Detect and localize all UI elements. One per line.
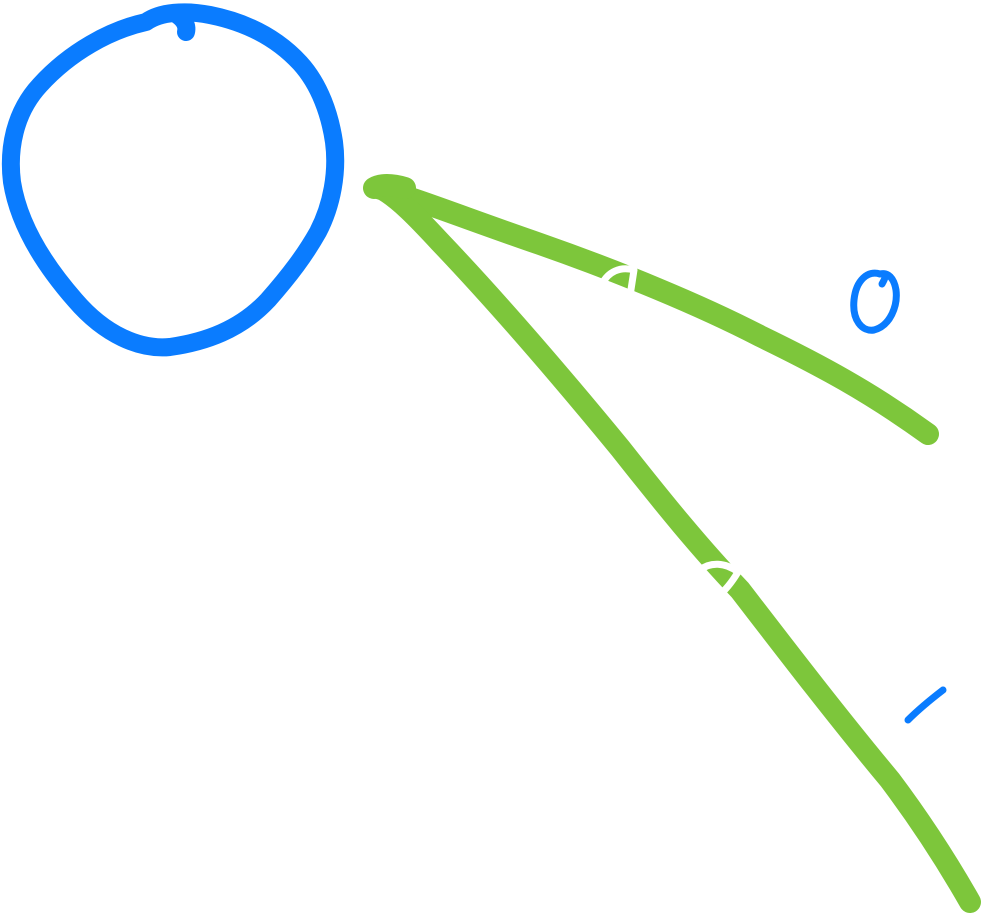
node-circle-outline <box>1 3 345 357</box>
edge-group <box>363 174 981 913</box>
edge-lower <box>373 179 981 913</box>
edge-labels: 0 1 <box>850 269 947 724</box>
edge-lower-mark <box>696 560 742 600</box>
edge-upper-mark <box>598 265 638 300</box>
label-lower-edge: 1 <box>914 681 936 721</box>
edge-upper <box>367 177 939 445</box>
label-zero-glyph <box>850 269 900 334</box>
node-circle-tick <box>167 5 196 41</box>
label-one-glyph <box>904 686 947 724</box>
edge-junction <box>363 174 416 199</box>
label-zero-dot <box>878 270 889 288</box>
node-circle <box>1 3 345 357</box>
label-upper-edge: 0 <box>865 271 887 311</box>
edge-marks <box>598 265 742 600</box>
